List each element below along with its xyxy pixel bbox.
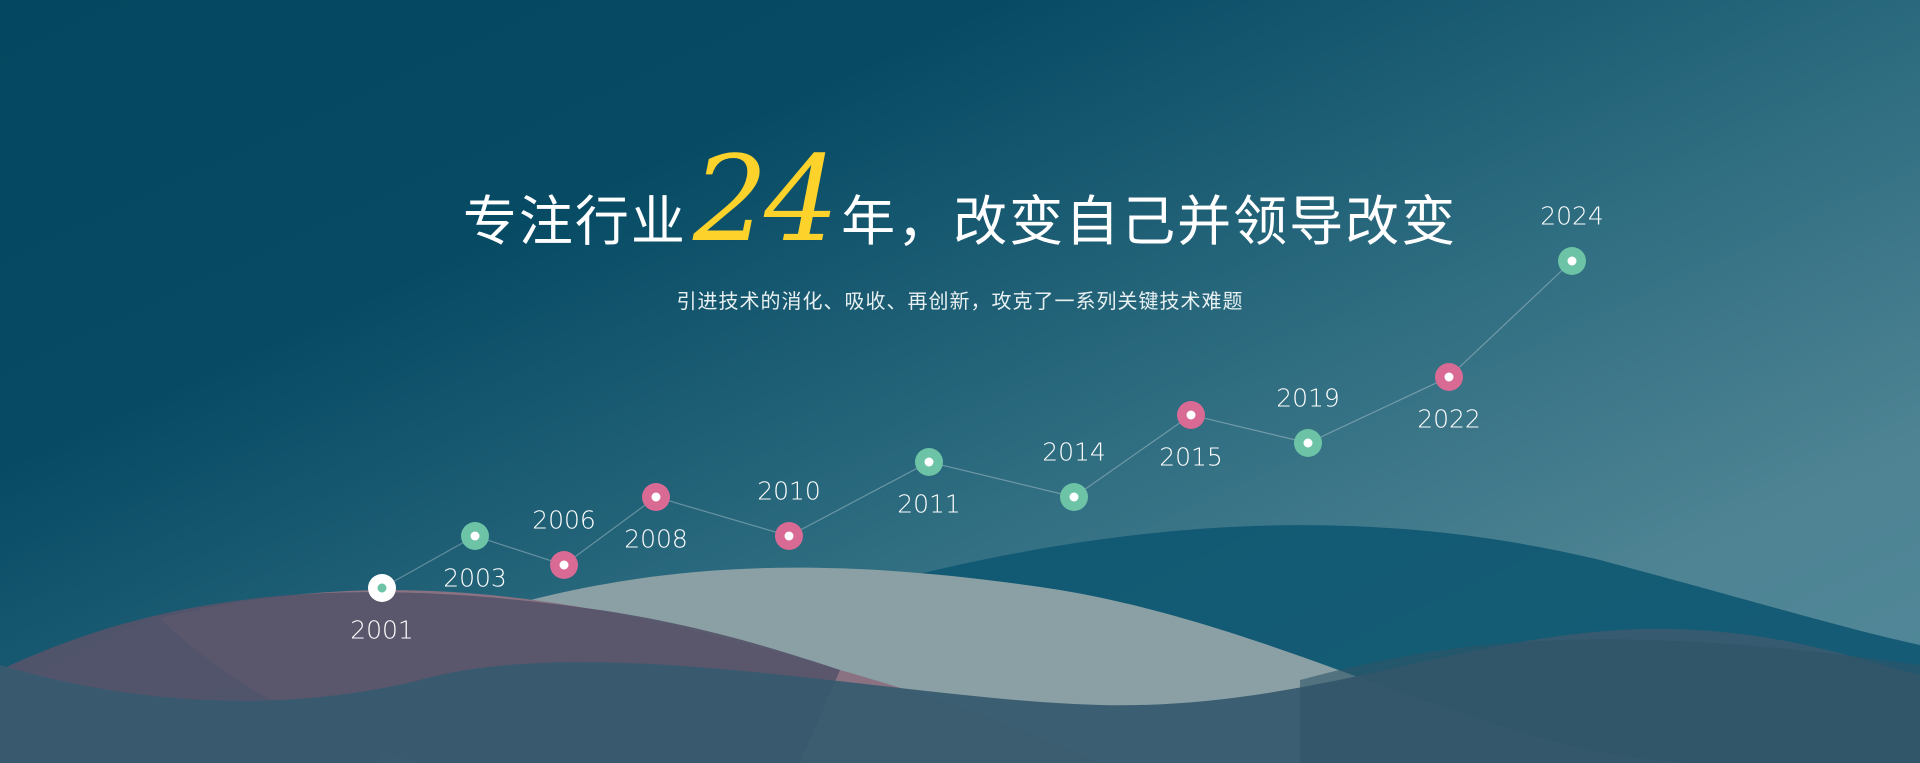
timeline-year-2011: 2011 — [897, 489, 961, 519]
timeline-dot-center — [377, 583, 387, 593]
timeline-connector — [381, 260, 1573, 589]
years-number: 24 — [692, 130, 839, 268]
timeline-year-2006: 2006 — [532, 505, 596, 535]
timeline-dot-center — [784, 531, 794, 541]
subtitle: 引进技术的消化、吸收、再创新，攻克了一系列关键技术难题 — [676, 289, 1244, 313]
timeline-dot-center — [1186, 410, 1196, 420]
timeline-dot-center — [1444, 372, 1454, 382]
timeline-year-2003: 2003 — [443, 563, 507, 593]
timeline-year-2014: 2014 — [1042, 437, 1106, 467]
timeline-year-2024: 2024 — [1540, 201, 1604, 231]
timeline-dot-center — [470, 531, 480, 541]
timeline-year-2010: 2010 — [757, 476, 821, 506]
timeline-year-2001: 2001 — [350, 615, 414, 645]
timeline-year-2015: 2015 — [1159, 442, 1223, 472]
timeline-dot-center — [1069, 492, 1079, 502]
wave-right-bottom — [1300, 639, 1920, 763]
title-prefix: 专注行业 — [462, 190, 687, 253]
title-suffix: 年，改变自己并领导改变 — [841, 190, 1458, 253]
page-title: 专注行业24 年，改变自己并领导改变 — [0, 130, 1920, 268]
timeline-dot-center — [924, 457, 934, 467]
timeline-dot-center — [651, 492, 661, 502]
timeline-dot-center — [559, 560, 569, 570]
timeline-year-2022: 2022 — [1417, 404, 1481, 434]
timeline-year-2008: 2008 — [624, 524, 688, 554]
timeline-year-2019: 2019 — [1276, 383, 1340, 413]
timeline-dot-center — [1303, 438, 1313, 448]
timeline-dot-center — [1567, 256, 1577, 266]
